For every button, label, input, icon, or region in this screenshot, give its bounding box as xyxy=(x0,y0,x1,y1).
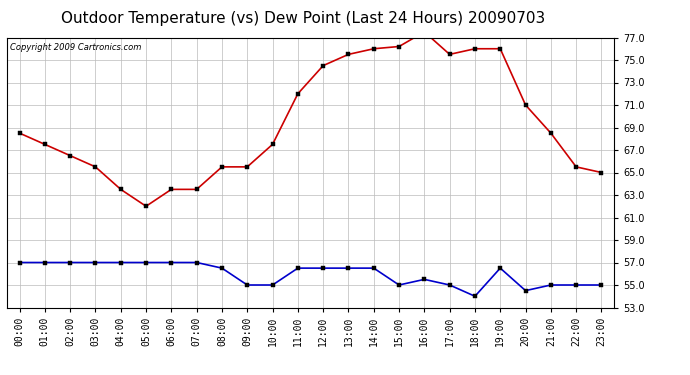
Text: Copyright 2009 Cartronics.com: Copyright 2009 Cartronics.com xyxy=(10,43,141,52)
Text: Outdoor Temperature (vs) Dew Point (Last 24 Hours) 20090703: Outdoor Temperature (vs) Dew Point (Last… xyxy=(61,11,546,26)
